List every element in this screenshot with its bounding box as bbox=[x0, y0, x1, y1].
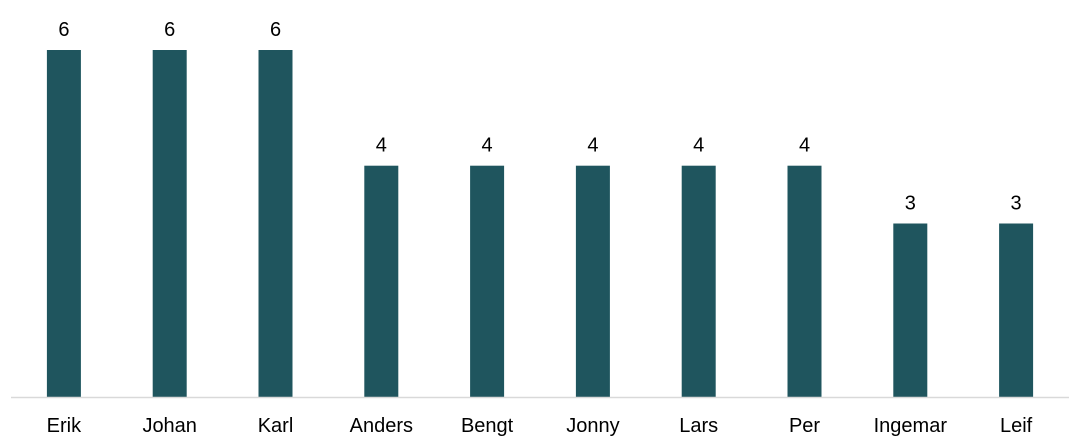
bar-jonny bbox=[575, 165, 610, 397]
category-label-jonny: Jonny bbox=[566, 415, 619, 437]
bars bbox=[46, 50, 1034, 397]
category-label-johan: Johan bbox=[142, 415, 197, 437]
bar-per bbox=[787, 165, 822, 397]
bar-erik bbox=[46, 50, 81, 397]
data-label-ingemar: 3 bbox=[905, 193, 916, 215]
bar-karl bbox=[258, 50, 293, 397]
data-label-johan: 6 bbox=[164, 19, 175, 41]
bar-lars bbox=[681, 165, 716, 397]
category-label-leif: Leif bbox=[1000, 415, 1033, 437]
category-label-per: Per bbox=[789, 415, 820, 437]
bar-bengt bbox=[470, 165, 505, 397]
bar-anders bbox=[364, 165, 399, 397]
category-label-anders: Anders bbox=[350, 415, 413, 437]
category-label-ingemar: Ingemar bbox=[874, 415, 948, 437]
data-label-lars: 4 bbox=[693, 135, 704, 157]
category-label-erik: Erik bbox=[47, 415, 82, 437]
bar-ingemar bbox=[893, 223, 928, 397]
bar-johan bbox=[152, 50, 187, 397]
data-label-karl: 6 bbox=[270, 19, 281, 41]
category-label-lars: Lars bbox=[679, 415, 718, 437]
data-label-erik: 6 bbox=[58, 19, 69, 41]
data-label-bengt: 4 bbox=[482, 135, 493, 157]
category-labels: Erik Johan Karl Anders Bengt Jonny Lars Per Inge… bbox=[47, 415, 1033, 437]
data-label-per: 4 bbox=[799, 135, 810, 157]
data-label-anders: 4 bbox=[376, 135, 387, 157]
data-labels: 6 6 6 4 4 4 4 4 3 3 bbox=[58, 19, 1021, 215]
category-label-karl: Karl bbox=[258, 415, 294, 437]
data-label-jonny: 4 bbox=[587, 135, 598, 157]
category-label-bengt: Bengt bbox=[461, 415, 514, 437]
data-label-leif: 3 bbox=[1011, 193, 1022, 215]
bar-leif bbox=[999, 223, 1034, 397]
